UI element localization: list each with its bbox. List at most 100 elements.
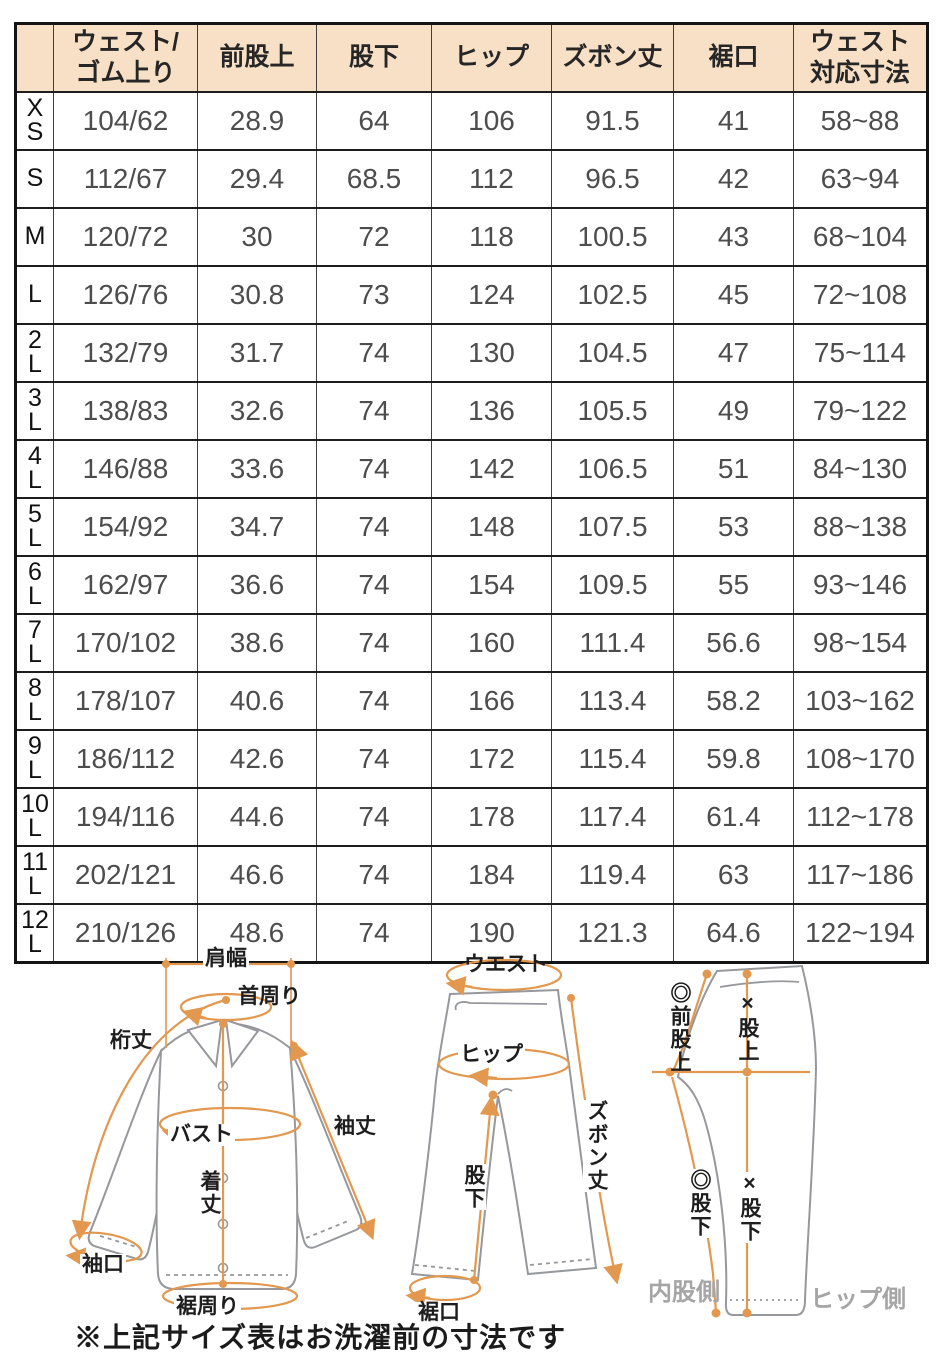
size-value: 32.6 [197, 381, 317, 441]
column-header-inseam: 股下 [316, 22, 432, 93]
size-label: 2 L [15, 323, 54, 383]
size-label: S [15, 149, 54, 209]
size-label: 6 L [15, 555, 54, 615]
size-value: 112 [431, 149, 552, 209]
size-value: 79~122 [793, 381, 928, 441]
size-value: 160 [431, 613, 552, 673]
size-value: 63 [673, 845, 794, 905]
table-row: L 126/76 30.8 73 124 102.5 45 72~108 [15, 265, 928, 325]
size-value: 33.6 [197, 439, 317, 499]
size-value: 74 [316, 555, 432, 615]
size-value: 107.5 [551, 497, 674, 557]
size-value: 64 [316, 91, 432, 151]
label-shoulder-width: 肩幅 [203, 947, 249, 971]
label-pants-length: ズボン丈 [583, 1100, 610, 1192]
table-row: 6 L 162/97 36.6 74 154 109.5 55 93~146 [15, 555, 928, 615]
table-row: 10 L 194/116 44.6 74 178 117.4 61.4 112~… [15, 787, 928, 847]
size-value: 72~108 [793, 265, 928, 325]
header-row: ウェスト/ ゴム上り 前股上 股下 ヒップ ズボン丈 裾口 ウェスト 対応寸法 [15, 22, 928, 93]
size-value: 29.4 [197, 149, 317, 209]
size-value: 44.6 [197, 787, 317, 847]
column-header-waist-elastic: ウェスト/ ゴム上り [53, 22, 198, 93]
size-label: 10 L [15, 787, 54, 847]
size-label: 4 L [15, 439, 54, 499]
size-table: ウェスト/ ゴム上り 前股上 股下 ヒップ ズボン丈 裾口 ウェスト 対応寸法 … [14, 22, 929, 964]
size-value: 93~146 [793, 555, 928, 615]
size-label: 11 L [15, 845, 54, 905]
size-value: 74 [316, 845, 432, 905]
size-value: 109.5 [551, 555, 674, 615]
size-value: 178/107 [53, 671, 198, 731]
size-value: 124 [431, 265, 552, 325]
size-value: 112/67 [53, 149, 198, 209]
size-value: 74 [316, 613, 432, 673]
label-hem-around: 裾周り [174, 1295, 241, 1319]
size-value: 38.6 [197, 613, 317, 673]
size-value: 63~94 [793, 149, 928, 209]
size-value: 104/62 [53, 91, 198, 151]
size-value: 61.4 [673, 787, 794, 847]
size-value: 74 [316, 381, 432, 441]
column-header-front-rise: 前股上 [197, 22, 317, 93]
size-value: 28.9 [197, 91, 317, 151]
column-header-hip: ヒップ [431, 22, 552, 93]
size-value: 73 [316, 265, 432, 325]
size-label: 3 L [15, 381, 54, 441]
size-value: 136 [431, 381, 552, 441]
size-value: 68.5 [316, 149, 432, 209]
size-value: 113.4 [551, 671, 674, 731]
size-value: 30.8 [197, 265, 317, 325]
size-value: 172 [431, 729, 552, 789]
size-value: 59.8 [673, 729, 794, 789]
label-hem-opening: 裾口 [416, 1301, 462, 1325]
table-row: 9 L 186/112 42.6 74 172 115.4 59.8 108~1… [15, 729, 928, 789]
label-hip-side: ヒップ側 [810, 1286, 906, 1313]
size-table-body: X S 104/62 28.9 64 106 91.5 41 58~88 S 1… [15, 91, 928, 964]
size-value: 130 [431, 323, 552, 383]
size-value: 72 [316, 207, 432, 267]
measurement-diagrams: 肩幅 首周り 桁丈 バスト 袖丈 着丈 袖口 裾周り [0, 944, 940, 1326]
label-inner-side: 内股側 [648, 1279, 720, 1306]
label-rise: ×股上 [736, 992, 760, 1063]
size-value: 34.7 [197, 497, 317, 557]
size-value: 51 [673, 439, 794, 499]
size-value: 166 [431, 671, 552, 731]
size-value: 119.4 [551, 845, 674, 905]
label-waist: ウエスト [464, 953, 548, 976]
label-neck-around: 首周り [238, 985, 301, 1008]
table-row: 2 L 132/79 31.7 74 130 104.5 47 75~114 [15, 323, 928, 383]
size-value: 117~186 [793, 845, 928, 905]
size-value: 31.7 [197, 323, 317, 383]
size-label: 5 L [15, 497, 54, 557]
size-value: 162/97 [53, 555, 198, 615]
label-hip: ヒップ [458, 1043, 525, 1067]
size-value: 74 [316, 671, 432, 731]
column-header-hem: 裾口 [673, 22, 794, 93]
size-value: 55 [673, 555, 794, 615]
label-bust: バスト [168, 1123, 235, 1147]
table-row: X S 104/62 28.9 64 106 91.5 41 58~88 [15, 91, 928, 151]
size-value: 190 [431, 903, 552, 964]
size-value: 88~138 [793, 497, 928, 557]
pants-front-diagram: ウエスト ヒップ ズボン丈 股下 裾口 [400, 944, 640, 1326]
size-value: 105.5 [551, 381, 674, 441]
shirt-diagram: 肩幅 首周り 桁丈 バスト 袖丈 着丈 袖口 裾周り [40, 944, 400, 1326]
size-value: 104.5 [551, 323, 674, 383]
column-header-pants-length: ズボン丈 [551, 22, 674, 93]
size-label: 8 L [15, 671, 54, 731]
size-value: 118 [431, 207, 552, 267]
table-row: 7 L 170/102 38.6 74 160 111.4 56.6 98~15… [15, 613, 928, 673]
size-value: 106.5 [551, 439, 674, 499]
label-front-rise: ◎前股上 [668, 982, 692, 1074]
column-header-waist-range: ウェスト 対応寸法 [793, 22, 928, 93]
size-value: 126/76 [53, 265, 198, 325]
size-value: 102.5 [551, 265, 674, 325]
size-label: X S [15, 91, 54, 151]
size-value: 142 [431, 439, 552, 499]
size-value: 75~114 [793, 323, 928, 383]
size-value: 84~130 [793, 439, 928, 499]
size-value: 154 [431, 555, 552, 615]
size-value: 74 [316, 497, 432, 557]
label-body-length: 着丈 [196, 1170, 223, 1216]
